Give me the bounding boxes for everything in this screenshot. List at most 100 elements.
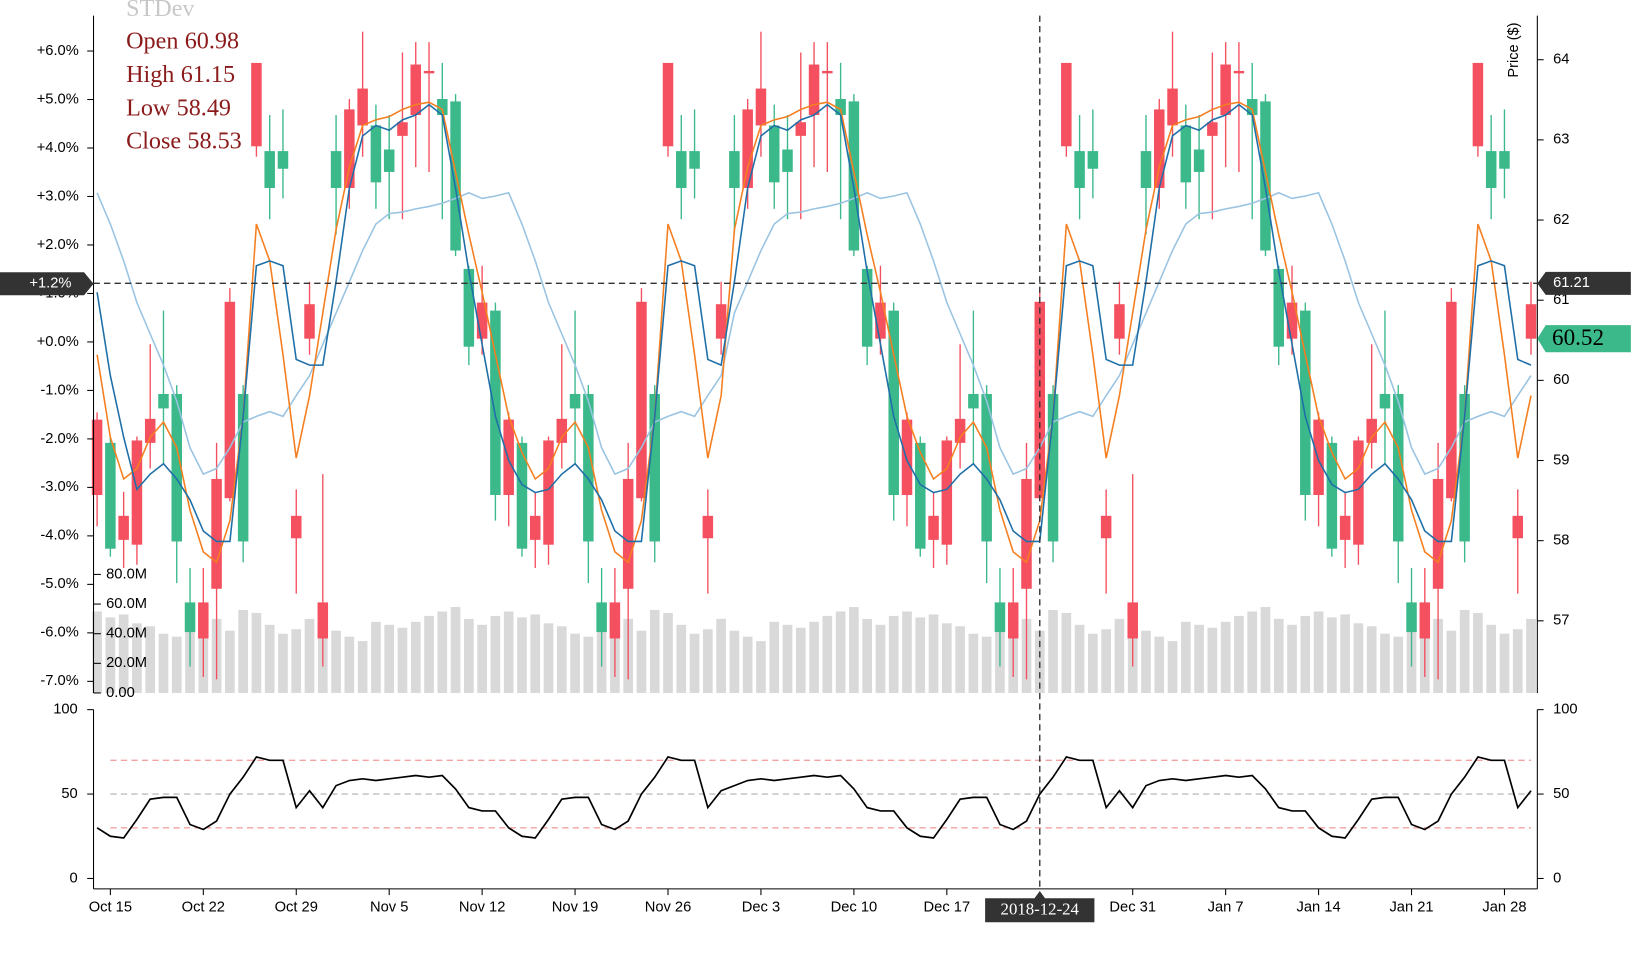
volume-bar — [410, 621, 421, 693]
x-tick-label: Jan 21 — [1389, 900, 1433, 916]
candle-body — [304, 304, 315, 339]
candle-body — [105, 442, 116, 549]
candle-body — [1459, 393, 1470, 542]
y2-tick-label: +6.0% — [37, 43, 79, 59]
candle-body — [344, 109, 355, 188]
candle-body — [636, 301, 647, 499]
volume-bar — [862, 618, 872, 693]
volume-bar — [769, 621, 780, 693]
volume-bar — [464, 618, 474, 693]
volume-bar — [384, 624, 395, 693]
candle-body — [330, 151, 342, 188]
volume-bar — [264, 624, 275, 693]
candle-body — [264, 151, 275, 188]
volume-bar — [1287, 624, 1297, 693]
candle-body — [1061, 62, 1072, 147]
volume-bar — [171, 636, 182, 693]
candle-body — [1499, 151, 1510, 169]
candle-body — [171, 393, 183, 542]
volume-bar — [636, 630, 647, 693]
y2-tick-label: -3.0% — [40, 479, 78, 495]
volume-bar — [703, 629, 713, 693]
candle-body — [1300, 310, 1311, 495]
volume-bar — [371, 621, 381, 693]
candle-body — [609, 602, 621, 639]
volume-bar — [145, 626, 156, 693]
moving-average-line — [96, 101, 1532, 564]
candle-body — [662, 62, 674, 147]
volume-bar — [344, 636, 355, 693]
legend-value: 58.53 — [187, 128, 241, 154]
volume-bar — [981, 636, 992, 693]
crosshair-price-badge — [1537, 271, 1631, 295]
volume-bar — [1141, 630, 1151, 693]
volume-tick-label: 0.00 — [106, 685, 135, 701]
volume-bar — [158, 633, 169, 693]
candle-body — [1100, 515, 1112, 539]
candle-body — [251, 62, 262, 147]
volume-bar — [1154, 636, 1165, 693]
volume-bar — [357, 641, 368, 693]
candle-body — [649, 393, 660, 542]
volume-bar — [291, 629, 302, 693]
candle-body — [131, 440, 143, 545]
volume-bar — [1473, 612, 1483, 693]
crosshair-percent-label: +1.2% — [29, 276, 71, 292]
y-tick-label: 60 — [1553, 372, 1569, 388]
candle-body — [237, 393, 249, 542]
volume-layer — [92, 607, 1536, 693]
volume-bar — [1393, 636, 1404, 693]
y2-tick-label: -4.0% — [40, 528, 78, 544]
y2-tick-label: -7.0% — [40, 673, 78, 689]
volume-bar — [278, 633, 288, 693]
volume-bar — [477, 624, 487, 693]
volume-bar — [238, 609, 248, 693]
candle-body — [782, 149, 793, 172]
volume-bar — [835, 611, 846, 693]
candle-body — [1087, 151, 1099, 169]
volume-bar — [556, 626, 567, 693]
candle-body — [370, 125, 382, 183]
volume-bar — [1220, 621, 1231, 693]
x-tick-label: Jan 28 — [1482, 900, 1526, 916]
candle-body — [888, 310, 899, 495]
y-tick-label: 58 — [1553, 533, 1569, 549]
volume-bar — [795, 627, 806, 693]
volume-bar — [689, 633, 700, 693]
volume-bar — [756, 641, 766, 693]
candle-body — [1286, 302, 1298, 339]
candle-body — [1525, 304, 1537, 339]
candle-body — [198, 602, 209, 639]
volume-bar — [105, 617, 116, 693]
legend-label: Open — [126, 28, 178, 54]
candle-body — [290, 515, 302, 539]
y-axis-title: Price ($) — [1506, 22, 1522, 77]
candle-body — [423, 70, 435, 74]
candle-body — [1246, 98, 1258, 116]
x-tick-label: Dec 17 — [924, 900, 971, 916]
candle-body — [184, 602, 196, 633]
candle-body — [1220, 64, 1231, 116]
volume-bar — [941, 623, 952, 693]
candle-body — [158, 393, 169, 409]
volume-bar — [902, 611, 912, 693]
volume-bar — [928, 614, 939, 693]
candle-body — [383, 149, 395, 172]
volume-bar — [92, 611, 102, 693]
candle-body — [1034, 301, 1046, 499]
candle-body — [729, 151, 740, 188]
legend-entry: Open 60.98 — [126, 28, 239, 54]
candle-body — [1366, 418, 1377, 443]
overlay-layer: +1.2% 61.21 2018-12-24 60.52 — [0, 15, 1631, 923]
candle-body — [742, 109, 753, 188]
candle-body — [91, 419, 103, 495]
volume-bar — [1101, 629, 1111, 693]
x-tick-label: Oct 15 — [89, 900, 132, 916]
y2-tick-label: -2.0% — [40, 431, 78, 447]
candle-body — [676, 151, 687, 188]
candle-body — [941, 440, 953, 545]
volume-bar — [716, 618, 726, 693]
volume-bar — [1459, 609, 1470, 693]
